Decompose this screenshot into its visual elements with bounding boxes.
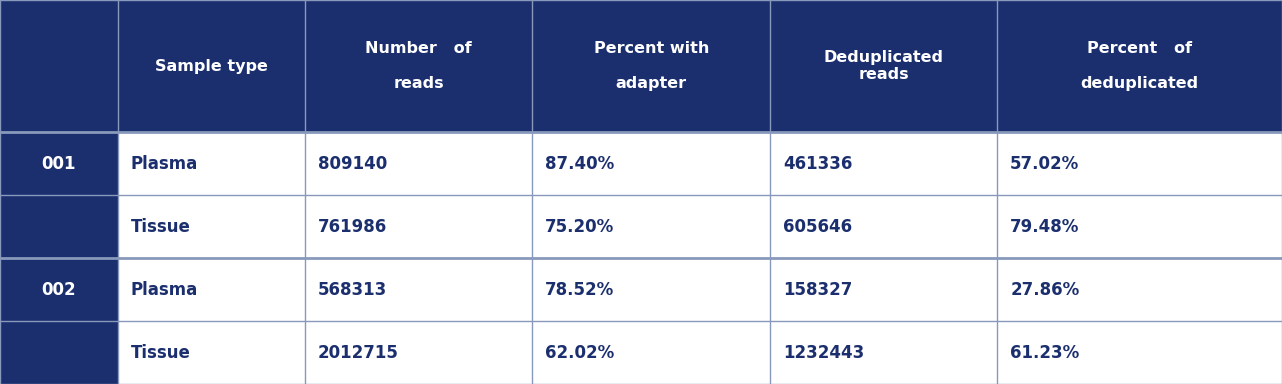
Text: Plasma: Plasma [131,155,197,173]
Text: 79.48%: 79.48% [1010,218,1079,236]
Text: 568313: 568313 [318,281,387,299]
Bar [532,0,770,132]
Bar [770,195,997,258]
Bar [997,195,1282,258]
Bar [997,0,1282,132]
Bar [305,321,532,384]
Bar [997,132,1282,195]
Bar [997,258,1282,321]
Text: 57.02%: 57.02% [1010,155,1079,173]
Text: 87.40%: 87.40% [545,155,614,173]
Text: 158327: 158327 [783,281,853,299]
Text: Deduplicated
reads: Deduplicated reads [824,50,944,83]
Text: 62.02%: 62.02% [545,344,614,362]
Bar [997,321,1282,384]
Bar [770,0,997,132]
Bar [770,258,997,321]
Bar [305,195,532,258]
Bar [770,132,997,195]
Text: Plasma: Plasma [131,281,197,299]
Text: Percent   of

deduplicated: Percent of deduplicated [1081,41,1199,91]
Text: Number   of

reads: Number of reads [365,41,472,91]
Text: 605646: 605646 [783,218,853,236]
Text: 1232443: 1232443 [783,344,864,362]
Bar [118,132,305,195]
Text: Tissue: Tissue [131,218,191,236]
Bar [118,258,305,321]
Bar [305,0,532,132]
Bar [0,195,118,258]
Text: 001: 001 [42,155,76,173]
Text: 761986: 761986 [318,218,387,236]
Bar [0,132,118,195]
Bar [0,321,118,384]
Bar [532,132,770,195]
Bar [305,258,532,321]
Text: 27.86%: 27.86% [1010,281,1079,299]
Text: Tissue: Tissue [131,344,191,362]
Bar [532,321,770,384]
Text: 78.52%: 78.52% [545,281,614,299]
Text: 809140: 809140 [318,155,387,173]
Bar [532,195,770,258]
Text: 2012715: 2012715 [318,344,399,362]
Bar [532,258,770,321]
Bar [118,0,305,132]
Text: Percent with

adapter: Percent with adapter [594,41,709,91]
Bar [118,195,305,258]
Bar [770,321,997,384]
Bar [118,321,305,384]
Text: 002: 002 [41,281,77,299]
Text: 75.20%: 75.20% [545,218,614,236]
Text: Sample type: Sample type [155,59,268,74]
Text: 61.23%: 61.23% [1010,344,1079,362]
Bar [0,0,118,132]
Bar [305,132,532,195]
Bar [0,258,118,321]
Text: 461336: 461336 [783,155,853,173]
